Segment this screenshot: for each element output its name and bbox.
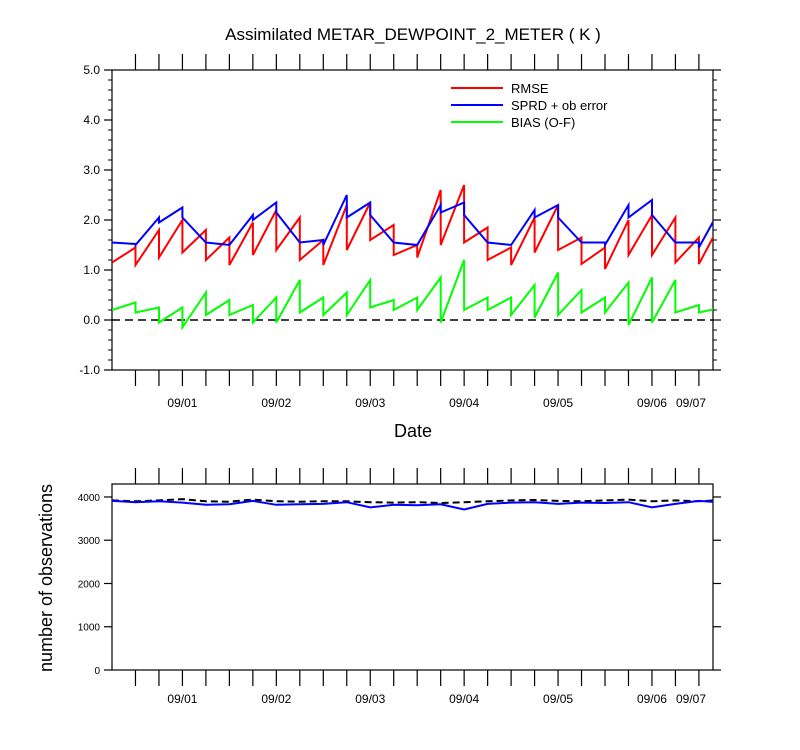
plot-frame xyxy=(111,483,714,671)
series-group xyxy=(112,498,713,511)
y-tick-label: 2000 xyxy=(78,579,101,590)
y-tick-label: 1.0 xyxy=(83,263,100,277)
series-line-sprd-ob-error xyxy=(112,194,713,249)
plot-frame xyxy=(111,69,714,371)
y-tick-label: 4.0 xyxy=(83,113,100,127)
series-line-assimilated xyxy=(112,499,713,511)
x-tick-label: 09/06 xyxy=(637,692,667,706)
y-tick-label: 3000 xyxy=(78,536,101,547)
legend-label: BIAS (O-F) xyxy=(511,115,575,130)
observations-plot: 09/01 09/02 09/03 09/04 09/05 09/06 09/07 0 1000… xyxy=(78,468,721,706)
y-tick-label: -1.0 xyxy=(79,363,100,377)
x-axis-title: Date xyxy=(394,421,432,441)
y-tick-label: 0 xyxy=(94,666,100,677)
y-tick-label: 5.0 xyxy=(83,63,100,77)
x-tick-label: 09/06 xyxy=(637,396,667,410)
y-axis-title: number of observations xyxy=(36,484,56,672)
y-tick-label: 3.0 xyxy=(83,163,100,177)
series-line-possible xyxy=(112,498,713,505)
x-tick-label: 09/05 xyxy=(543,692,573,706)
x-tick-label: 09/07 xyxy=(676,396,706,410)
x-tick-label: 09/01 xyxy=(167,692,197,706)
chart-title: Assimilated METAR_DEWPOINT_2_METER ( K ) xyxy=(225,25,601,44)
x-tick-label: 09/04 xyxy=(449,692,479,706)
bias-rmse-plot: 09/01 09/02 09/03 09/04 09/05 09/06 09/07 -1.0 0… xyxy=(79,54,721,410)
y-tick-label: 2.0 xyxy=(83,213,100,227)
x-tick-label: 09/05 xyxy=(543,396,573,410)
series-group xyxy=(112,184,713,331)
y-tick-label: 4000 xyxy=(78,493,101,504)
series-line-bias-o-f xyxy=(112,259,713,331)
x-tick-label: 09/02 xyxy=(261,396,291,410)
x-tick-label: 09/01 xyxy=(167,396,197,410)
x-tick-label: 09/02 xyxy=(261,692,291,706)
x-tick-label: 09/03 xyxy=(355,692,385,706)
x-tick-label: 09/03 xyxy=(355,396,385,410)
x-tick-label: 09/04 xyxy=(449,396,479,410)
legend-label: RMSE xyxy=(511,81,549,96)
y-tick-label: 1000 xyxy=(78,623,101,634)
x-tick-label: 09/07 xyxy=(676,692,706,706)
series-line-rmse xyxy=(112,184,713,270)
y-tick-label: 0.0 xyxy=(83,313,100,327)
legend-label: SPRD + ob error xyxy=(511,98,608,113)
